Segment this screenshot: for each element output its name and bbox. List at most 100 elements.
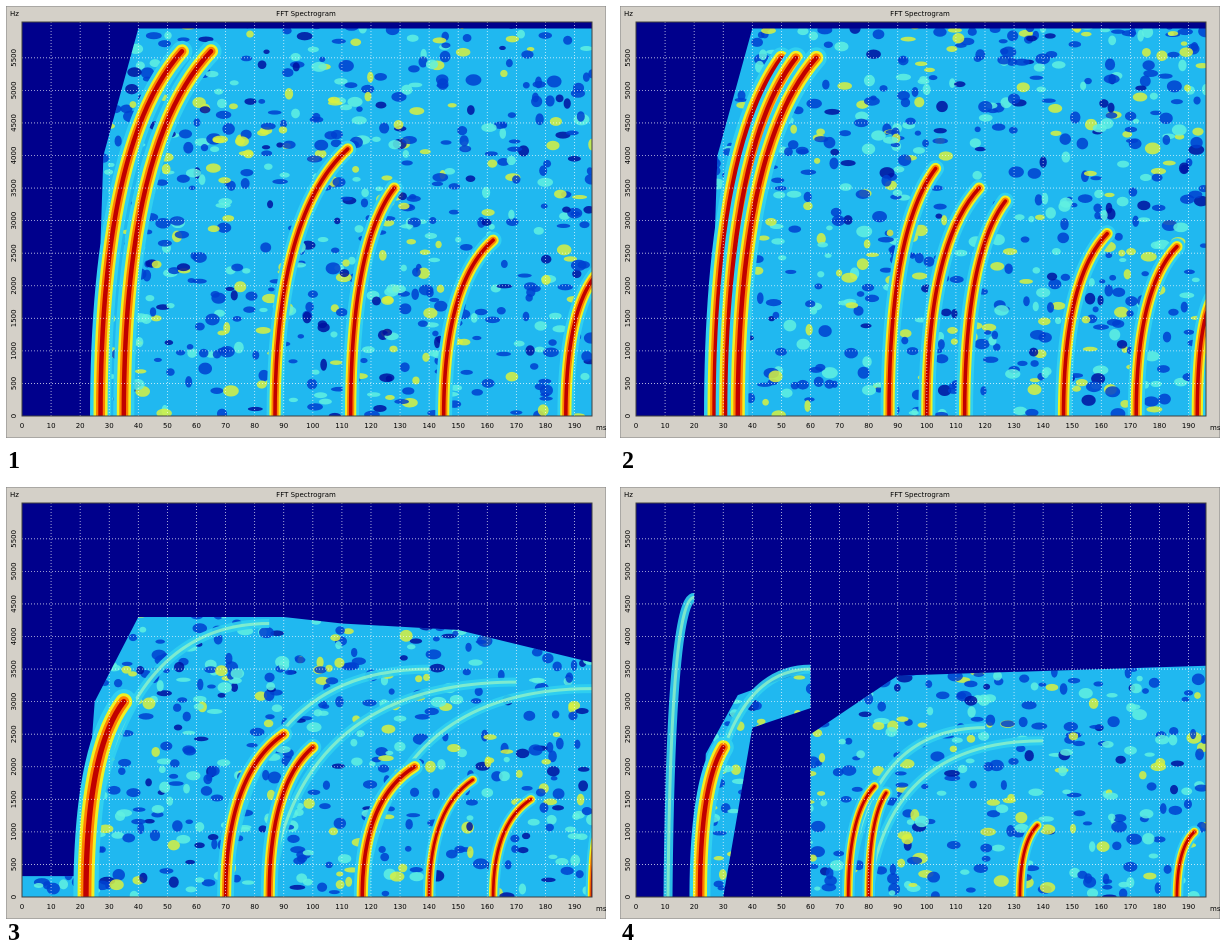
texture-blob — [173, 703, 181, 711]
texture-blob — [206, 163, 221, 172]
texture-blob — [1147, 782, 1157, 790]
texture-blob — [820, 800, 827, 807]
texture-blob — [1025, 409, 1038, 417]
texture-blob — [1019, 279, 1033, 284]
texture-blob — [252, 351, 259, 360]
texture-blob — [543, 160, 551, 168]
texture-blob — [1001, 780, 1007, 790]
texture-blob — [833, 851, 844, 857]
texture-blob — [308, 290, 318, 298]
texture-blob — [522, 833, 530, 839]
x-axis-label: ms — [596, 905, 606, 913]
texture-blob — [1047, 302, 1054, 313]
x-tick-label: 130 — [1007, 903, 1020, 911]
texture-blob — [865, 295, 879, 302]
texture-blob — [781, 388, 792, 397]
y-tick-label: 2500 — [624, 244, 632, 262]
texture-blob — [441, 140, 452, 145]
texture-blob — [351, 757, 362, 765]
texture-blob — [412, 267, 421, 276]
texture-blob — [1009, 166, 1024, 177]
x-tick-label: 40 — [748, 422, 757, 430]
texture-blob — [816, 129, 825, 136]
texture-blob — [432, 788, 439, 798]
texture-blob — [829, 157, 838, 169]
texture-blob — [475, 309, 488, 316]
y-tick-label: 4500 — [624, 595, 632, 613]
texture-blob — [330, 634, 340, 641]
texture-blob — [960, 869, 969, 874]
texture-blob — [862, 284, 874, 292]
texture-blob — [778, 255, 786, 260]
texture-blob — [157, 680, 164, 691]
texture-blob — [381, 175, 392, 180]
x-tick-label: 110 — [335, 903, 348, 911]
texture-blob — [325, 862, 333, 869]
texture-blob — [425, 233, 437, 239]
texture-blob — [1103, 879, 1112, 884]
texture-blob — [402, 387, 414, 394]
texture-blob — [1137, 201, 1150, 211]
texture-blob — [405, 846, 412, 852]
texture-blob — [122, 833, 135, 842]
texture-blob — [860, 323, 871, 328]
x-tick-label: 150 — [452, 903, 465, 911]
texture-blob — [949, 78, 955, 88]
texture-blob — [468, 659, 482, 665]
chart-title: FFT Spectrogram — [890, 491, 950, 499]
texture-blob — [1125, 296, 1137, 306]
texture-blob — [325, 665, 332, 672]
y-tick-label: 1000 — [10, 823, 18, 841]
texture-blob — [295, 657, 306, 663]
texture-blob — [335, 641, 341, 649]
texture-blob — [1143, 70, 1158, 77]
texture-blob — [185, 860, 195, 864]
texture-blob — [941, 309, 952, 317]
texture-blob — [938, 339, 945, 349]
y-tick-label: 2500 — [10, 244, 18, 262]
texture-blob — [183, 142, 193, 154]
texture-blob — [185, 819, 193, 824]
texture-blob — [1060, 198, 1073, 208]
texture-blob — [566, 131, 579, 136]
texture-blob — [285, 670, 295, 675]
texture-blob — [1029, 348, 1038, 357]
texture-blob — [912, 87, 919, 97]
texture-blob — [1009, 127, 1018, 134]
x-tick-label: 0 — [634, 422, 638, 430]
texture-blob — [581, 351, 592, 362]
texture-blob — [523, 312, 530, 322]
texture-blob — [381, 296, 394, 305]
texture-blob — [258, 99, 265, 104]
spectrogram-panel: FFT SpectrogramHzms050010001500200025003… — [620, 6, 1220, 438]
x-tick-label: 130 — [393, 903, 406, 911]
texture-blob — [432, 173, 448, 182]
texture-blob — [264, 163, 273, 169]
texture-blob — [972, 171, 982, 180]
texture-blob — [389, 346, 397, 353]
y-axis-label: Hz — [10, 491, 19, 499]
texture-blob — [862, 385, 876, 395]
texture-blob — [1129, 188, 1138, 197]
texture-blob — [818, 325, 831, 337]
texture-blob — [864, 75, 875, 87]
texture-blob — [1140, 809, 1154, 818]
texture-blob — [994, 305, 1009, 315]
texture-blob — [1109, 275, 1116, 281]
x-tick-label: 10 — [47, 903, 56, 911]
texture-blob — [435, 241, 441, 248]
x-tick-label: 120 — [364, 422, 377, 430]
texture-blob — [819, 753, 825, 762]
texture-blob — [183, 784, 190, 794]
texture-blob — [170, 216, 185, 225]
texture-blob — [1170, 785, 1178, 794]
texture-blob — [394, 399, 409, 404]
texture-blob — [714, 856, 724, 860]
texture-blob — [996, 804, 1008, 813]
texture-blob — [429, 298, 439, 302]
texture-blob — [262, 145, 270, 149]
texture-blob — [1033, 302, 1039, 312]
texture-blob — [582, 807, 592, 815]
y-tick-label: 5000 — [624, 562, 632, 580]
texture-blob — [1000, 48, 1008, 54]
